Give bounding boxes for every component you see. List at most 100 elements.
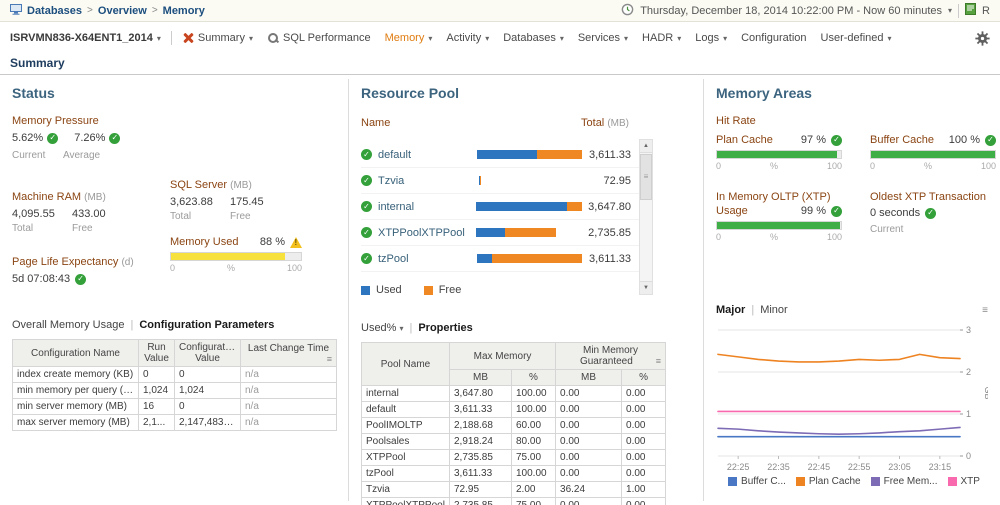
chart-options-icon[interactable] [982, 305, 992, 316]
column-chooser-icon[interactable] [327, 354, 332, 364]
legend-item[interactable]: Free Mem... [870, 476, 938, 487]
table-row[interactable]: min memory per query (KB) 1,024 1,024 n/a [12, 382, 337, 399]
props-col-pool-name[interactable]: Pool Name [361, 342, 450, 386]
agent-icon [182, 32, 194, 44]
page-tab-row: Summary [0, 54, 1000, 75]
chevron-down-icon [249, 34, 253, 43]
memory-areas-panel: Memory Areas Hit Rate Plan Cache 97 % 0%… [704, 75, 1000, 505]
pool-free-segment [480, 176, 482, 185]
memory-chart[interactable]: 0 1 2 3 GB 22:25 22:35 22:45 22:55 23:05 23:15 Buf… [716, 322, 992, 487]
tab-minor[interactable]: Minor [760, 304, 788, 316]
table-row[interactable]: max server memory (MB) 2,1... 2,147,483,6.… [12, 414, 337, 431]
config-col-run-value[interactable]: Run Value [138, 339, 175, 367]
legend-item[interactable]: Buffer C... [728, 476, 786, 487]
divider [958, 3, 960, 18]
machine-ram-block: Machine RAM (MB) 4,095.55 433.00 Total F… [12, 191, 170, 234]
nav-item-databases[interactable]: Databases [503, 32, 564, 44]
free-swatch [423, 285, 433, 295]
nav-item-services[interactable]: Services [578, 32, 628, 44]
tab-summary[interactable]: Summary [10, 56, 65, 70]
props-col-min-mb[interactable]: MB [555, 369, 623, 386]
tab-configuration-parameters[interactable]: Configuration Parameters [139, 319, 275, 331]
tab-properties[interactable]: Properties [418, 322, 473, 334]
clock-icon [621, 3, 634, 19]
time-range-label[interactable]: Thursday, December 18, 2014 10:22:00 PM … [640, 4, 943, 17]
tab-overall-memory-usage[interactable]: Overall Memory Usage [12, 319, 125, 331]
svg-text:23:05: 23:05 [888, 462, 911, 472]
scroll-up-button[interactable] [640, 140, 652, 153]
nav-item-summary[interactable]: Summary [182, 32, 253, 44]
databases-icon [10, 3, 22, 18]
chevron-down-icon [399, 324, 403, 333]
page-life-expectancy-label: Page Life Expectancy (d) [12, 256, 134, 268]
timebar: Thursday, December 18, 2014 10:22:00 PM … [621, 3, 990, 19]
server-selector[interactable]: ISRVMN836-X64ENT1_2014 [10, 32, 161, 44]
props-col-max-pct[interactable]: % [510, 369, 557, 386]
used-swatch [361, 285, 370, 295]
nav-menu: Summary SQL Performance Memory Activity Data… [182, 32, 892, 44]
chevron-down-icon [677, 34, 681, 43]
memory-pressure-sublabels: Current Average [12, 150, 336, 161]
table-row[interactable]: XTPPool 2,735.85 75.00 0.00 0.00 [361, 449, 667, 466]
table-row[interactable]: default 3,611.33 100.00 0.00 0.00 [361, 401, 667, 418]
resource-pool-row[interactable]: default 3,611.33 [361, 142, 653, 168]
nav-item-hadr[interactable]: HADR [642, 32, 681, 44]
resource-pool-list: default 3,611.33 Tzvia 72.95 internal 3,647.8… [361, 142, 653, 272]
sql-server-label: SQL Server (MB) [170, 179, 252, 191]
pool-name-header: Name [361, 117, 391, 129]
settings-gear-icon[interactable] [975, 30, 990, 46]
svg-text:GB: GB [983, 386, 988, 399]
tab-major[interactable]: Major [716, 304, 746, 316]
table-row[interactable]: Poolsales 2,918.24 80.00 0.00 0.00 [361, 433, 667, 450]
scroll-thumb[interactable] [640, 154, 652, 200]
props-col-min-pct[interactable]: % [621, 369, 667, 386]
config-col-last-change[interactable]: Last Change Time [240, 339, 337, 367]
resource-pool-panel: Resource Pool Name Total (MB) default3,6… [349, 75, 703, 505]
memory-chart-svg[interactable]: 0 1 2 3 GB 22:25 22:35 22:45 22:55 23:05 23:15 [716, 322, 988, 474]
breadcrumb-databases[interactable]: Databases [27, 4, 83, 17]
pool-free-segment [536, 150, 582, 159]
resource-pool-row[interactable]: Tzvia 72.95 [361, 168, 653, 194]
table-row[interactable]: PoolIMOLTP 2,188.68 60.00 0.00 0.00 [361, 417, 667, 434]
table-row[interactable]: internal 3,647.80 100.00 0.00 0.00 [361, 385, 667, 402]
nav-item-memory[interactable]: Memory [385, 32, 433, 44]
breadcrumb-memory[interactable]: Memory [162, 4, 205, 17]
resource-pool-row[interactable]: XTPPoolXTPPool 2,735.85 [361, 220, 653, 246]
time-range-dropdown-icon[interactable] [948, 6, 952, 15]
props-col-max-mb[interactable]: MB [449, 369, 512, 386]
nav-item-user-defined[interactable]: User-defined [821, 32, 892, 44]
config-col-name[interactable]: Configuration Name [12, 339, 139, 367]
resource-pool-row[interactable]: internal 3,647.80 [361, 194, 653, 220]
pool-total-value: 3,611.33 [588, 148, 631, 161]
breadcrumb-overview[interactable]: Overview [97, 4, 147, 17]
used-percent-sort[interactable]: Used% [361, 322, 403, 334]
svg-text:22:55: 22:55 [848, 462, 871, 472]
table-row[interactable]: min server memory (MB) 16 0 n/a [12, 398, 337, 415]
reports-link[interactable]: R [982, 4, 990, 17]
panel-divider [703, 79, 704, 501]
nav-item-activity[interactable]: Activity [446, 32, 489, 44]
nav-item-configuration[interactable]: Configuration [741, 32, 807, 44]
resource-pool-row[interactable]: tzPool 3,611.33 [361, 246, 653, 272]
used-legend-label: Used [376, 284, 402, 296]
plan-cache-bar [717, 151, 838, 158]
column-chooser-icon[interactable] [656, 356, 661, 366]
table-row[interactable]: index create memory (KB) 0 0 n/a [12, 366, 337, 383]
chevron-down-icon [428, 34, 432, 43]
resource-pool-scrollbar[interactable] [639, 139, 653, 295]
legend-item[interactable]: XTP [947, 476, 980, 487]
table-row[interactable]: tzPool 3,611.33 100.00 0.00 0.00 [361, 465, 667, 482]
config-col-config-value[interactable]: Configuration Value [174, 339, 241, 367]
pool-usage-bar [476, 254, 582, 263]
scroll-down-button[interactable] [640, 281, 652, 294]
nav-item-sql-performance[interactable]: SQL Performance [267, 32, 371, 44]
nav-item-logs[interactable]: Logs [695, 32, 727, 44]
legend-item[interactable]: Plan Cache [795, 476, 861, 487]
resource-pool-list-wrap: Name Total (MB) default3,611.33Tzvia72.9… [361, 115, 653, 295]
table-row[interactable]: Tzvia 72.95 2.00 36.24 1.00 [361, 481, 667, 498]
props-col-min-memory[interactable]: Min Memory Guaranteed [555, 342, 667, 370]
chevron-down-icon [723, 34, 727, 43]
machine-ram-total: 4,095.55 [12, 208, 55, 220]
props-col-max-memory[interactable]: Max Memory [448, 342, 557, 370]
